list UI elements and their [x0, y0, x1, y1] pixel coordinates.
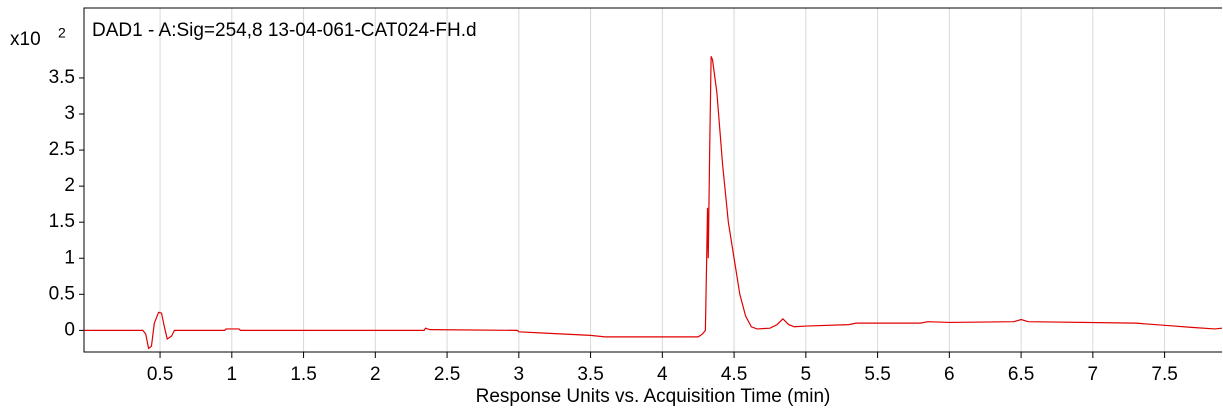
plot-frame — [83, 7, 1222, 353]
x-tick-label: 5.5 — [864, 364, 890, 385]
y-tick-label: 0.5 — [49, 283, 75, 304]
x-tick-label: 6 — [944, 364, 955, 385]
line — [84, 56, 1223, 350]
x-tick-label: 1 — [227, 364, 238, 385]
x-tick-label: 6.5 — [1008, 364, 1034, 385]
x-tick-label: 7 — [1088, 364, 1099, 385]
x-tick-label: 0.5 — [147, 364, 173, 385]
y-tick-label: 0 — [64, 319, 75, 340]
x-tick-label: 7.5 — [1151, 364, 1177, 385]
x-tick-label: 4.5 — [721, 364, 747, 385]
y-tick-label: 2 — [64, 175, 75, 196]
x-tick-label: 2.5 — [434, 364, 460, 385]
x-tick-label: 5 — [801, 364, 812, 385]
y-tick-label: 3.5 — [49, 67, 75, 88]
chart-title: DAD1 - A:Sig=254,8 13-04-061-CAT024-FH.d — [92, 20, 477, 41]
y-tick-label: 3 — [64, 103, 75, 124]
y-scale-exponent: 2 — [58, 25, 66, 41]
x-tick-label: 1.5 — [290, 364, 316, 385]
x-tick-label: 3.5 — [577, 364, 603, 385]
x-tick-label: 3 — [514, 364, 525, 385]
y-tick-label: 2.5 — [49, 139, 75, 160]
x-axis-label: Response Units vs. Acquisition Time (min… — [476, 386, 831, 407]
y-scale-label: x10 — [10, 29, 41, 50]
y-tick-label: 1.5 — [49, 211, 75, 232]
y-tick-label: 1 — [64, 247, 75, 268]
x-tick-label: 4 — [657, 364, 668, 385]
x-tick-label: 2 — [370, 364, 381, 385]
